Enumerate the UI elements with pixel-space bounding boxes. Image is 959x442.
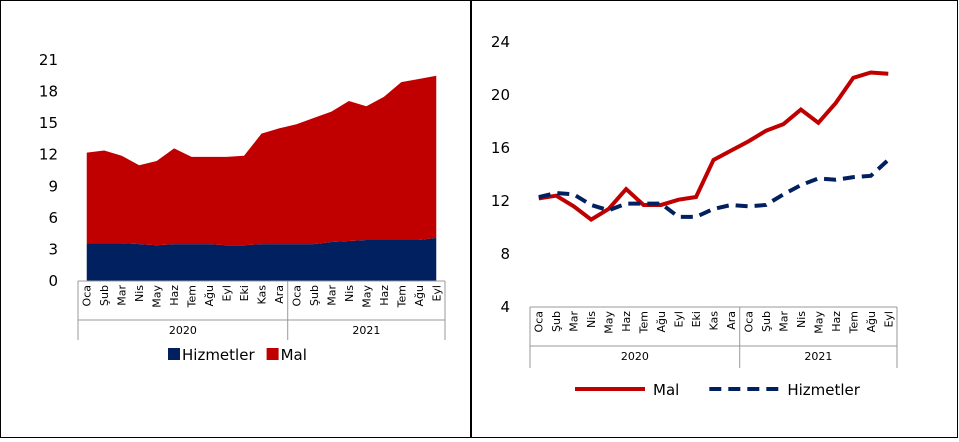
x-tick-label: May: [603, 311, 616, 334]
x-tick-label: Eyl: [673, 311, 686, 328]
x-tick-label: Mar: [325, 285, 338, 306]
group-label: 2021: [352, 324, 380, 337]
legend-swatch: [266, 348, 279, 360]
y-tick-label: 24: [491, 33, 510, 51]
left-panel: [0, 0, 471, 438]
x-tick-label: Ara: [725, 311, 738, 330]
x-tick-label: Ağu: [203, 285, 216, 306]
group-label: 2020: [621, 350, 649, 363]
line: [538, 70, 889, 222]
area: [86, 75, 437, 246]
legend-label: Hizmetler: [787, 381, 860, 399]
x-tick-label: Mar: [568, 311, 581, 332]
y-tick-label: 20: [491, 86, 510, 104]
y-tick-label: 18: [39, 83, 58, 101]
x-tick-label: Oca: [742, 311, 755, 332]
x-tick-label: Eyl: [430, 285, 443, 302]
area: [86, 237, 437, 281]
group-label: 2021: [804, 350, 832, 363]
x-tick-label: Şub: [760, 311, 773, 332]
x-tick-label: Oca: [81, 285, 94, 306]
x-tick-label: Oca: [533, 311, 546, 332]
x-tick-label: Haz: [168, 285, 181, 306]
y-tick-label: 9: [48, 177, 58, 195]
x-tick-label: Eyl: [882, 311, 895, 328]
legend-label: Hizmetler: [182, 346, 255, 364]
group-label: 2020: [169, 324, 197, 337]
y-tick-label: 3: [48, 240, 58, 258]
legend-label: Mal: [281, 346, 307, 364]
y-tick-label: 6: [48, 209, 58, 227]
x-tick-label: Mar: [777, 311, 790, 332]
x-tick-label: Nis: [343, 285, 356, 302]
x-tick-label: May: [360, 285, 373, 308]
x-tick-label: Haz: [830, 311, 843, 332]
x-tick-label: Tem: [847, 311, 860, 334]
x-tick-label: May: [151, 285, 164, 308]
x-tick-label: Oca: [290, 285, 303, 306]
legend-swatch: [168, 348, 180, 360]
x-tick-label: May: [812, 311, 825, 334]
x-tick-label: Kas: [708, 311, 721, 331]
legend-label: Mal: [653, 381, 679, 399]
x-tick-label: Ağu: [865, 311, 878, 332]
y-tick-label: 12: [39, 146, 58, 164]
x-tick-label: Eki: [690, 311, 703, 327]
x-tick-label: Tem: [638, 311, 651, 334]
x-tick-label: Tem: [186, 285, 199, 308]
line: [538, 158, 890, 219]
y-tick-label: 0: [48, 272, 58, 290]
x-tick-label: Eyl: [221, 285, 234, 302]
x-tick-label: Nis: [133, 285, 146, 302]
y-tick-label: 15: [39, 114, 58, 132]
y-tick-label: 16: [491, 139, 510, 157]
x-tick-label: Tem: [395, 285, 408, 308]
x-tick-label: Ağu: [655, 311, 668, 332]
x-tick-label: Haz: [620, 311, 633, 332]
x-tick-label: Nis: [795, 311, 808, 328]
y-tick-label: 4: [500, 298, 510, 316]
y-tick-label: 8: [500, 245, 510, 263]
x-tick-label: Şub: [308, 285, 321, 306]
x-tick-label: Ağu: [413, 285, 426, 306]
x-tick-label: Ara: [273, 285, 286, 304]
right-panel: [471, 0, 958, 438]
x-tick-label: Şub: [98, 285, 111, 306]
x-tick-label: Nis: [585, 311, 598, 328]
x-tick-label: Mar: [116, 285, 129, 306]
x-tick-label: Haz: [378, 285, 391, 306]
x-tick-label: Şub: [550, 311, 563, 332]
y-tick-label: 21: [39, 51, 58, 69]
y-tick-label: 12: [491, 192, 510, 210]
x-tick-label: Eki: [238, 285, 251, 301]
x-tick-label: Kas: [256, 285, 269, 305]
